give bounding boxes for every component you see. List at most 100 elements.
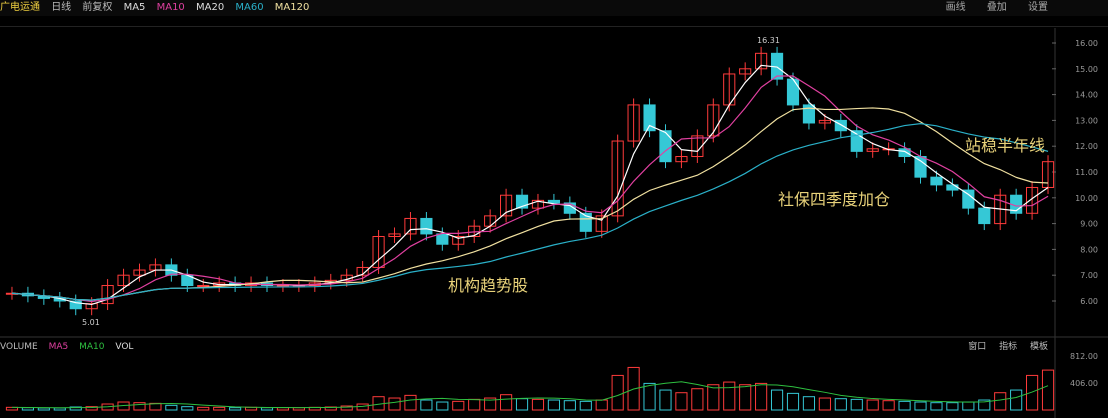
candle-body bbox=[691, 135, 704, 158]
volume-bar bbox=[930, 402, 943, 411]
volume-bar bbox=[627, 366, 640, 411]
candle-body bbox=[850, 130, 863, 152]
y-tick-label: 10.00 bbox=[1075, 194, 1098, 203]
volume-bar bbox=[213, 406, 226, 411]
volume-bar bbox=[260, 407, 274, 411]
volume-bar bbox=[707, 384, 720, 411]
volume-bar bbox=[882, 400, 895, 411]
info-bar bbox=[0, 16, 1108, 27]
volume-bar bbox=[37, 407, 50, 411]
volume-bar bbox=[978, 399, 991, 411]
candle-body bbox=[452, 236, 465, 245]
candle-body bbox=[595, 215, 608, 232]
candle-body bbox=[866, 148, 879, 152]
candle-body bbox=[834, 119, 847, 132]
candle-body bbox=[372, 236, 385, 268]
candle-body bbox=[436, 233, 449, 245]
volume-ma-line bbox=[11, 381, 1049, 409]
ma5-label: MA5 bbox=[123, 2, 146, 13]
candle-body bbox=[611, 140, 624, 217]
volume-bar bbox=[340, 405, 353, 411]
volume-bar bbox=[563, 400, 576, 411]
volume-bar bbox=[723, 381, 736, 411]
title-bar: 广电运通 日线 前复权 MA5 MA10 MA20 MA60 MA120 bbox=[0, 0, 1108, 16]
volume-bar bbox=[531, 398, 545, 411]
volume-bar bbox=[802, 396, 816, 411]
volume-bar bbox=[229, 407, 242, 411]
volume-bar bbox=[436, 401, 449, 411]
candle-body bbox=[962, 189, 975, 209]
volume-bar bbox=[515, 398, 529, 411]
volume-bar bbox=[595, 399, 608, 411]
y-tick-label: 12.00 bbox=[1075, 142, 1098, 151]
candle-body bbox=[659, 130, 672, 163]
volume-bar bbox=[133, 402, 146, 411]
volume-bar bbox=[181, 406, 194, 411]
candle-body bbox=[739, 68, 752, 75]
volume-tools: 窗口 指标 模板 bbox=[958, 340, 1048, 354]
candle-body bbox=[818, 119, 831, 124]
candle-body bbox=[500, 194, 513, 217]
candle-body bbox=[531, 199, 545, 209]
volume-bar bbox=[69, 406, 82, 411]
indicator-button[interactable]: 指标 bbox=[999, 342, 1018, 352]
candle-body bbox=[707, 104, 720, 137]
ma-halfyear-line bbox=[11, 123, 1049, 301]
y-tick-label: 8.00 bbox=[1080, 245, 1098, 254]
candle-body bbox=[1026, 186, 1039, 214]
annotation-institution-trend: 机构趋势股 bbox=[448, 276, 529, 295]
candle-body bbox=[755, 52, 768, 70]
volume-bar bbox=[818, 397, 831, 411]
settings-button[interactable]: 设置 bbox=[1028, 2, 1048, 13]
ma10-label: MA10 bbox=[156, 2, 185, 13]
ma60-label: MA60 bbox=[235, 2, 264, 13]
ma20-label: MA20 bbox=[195, 2, 225, 13]
vol-ma10-label: MA10 bbox=[79, 342, 105, 352]
vol-ma5-label: MA5 bbox=[48, 342, 69, 352]
adjust-selector[interactable]: 前复权 bbox=[82, 2, 113, 13]
volume-bar bbox=[404, 394, 417, 411]
candle-body bbox=[914, 156, 927, 178]
candle-body bbox=[69, 300, 82, 310]
y-tick-label: 7.00 bbox=[1080, 271, 1098, 280]
volume-bar bbox=[739, 384, 752, 411]
volume-bar bbox=[770, 389, 784, 411]
volume-bar bbox=[962, 401, 975, 411]
y-tick-label: 6.00 bbox=[1080, 297, 1098, 306]
overlay-button[interactable]: 叠加 bbox=[986, 2, 1007, 13]
y-tick-label: 9.00 bbox=[1080, 220, 1098, 229]
volume-bar bbox=[484, 397, 497, 411]
volume-bar bbox=[165, 404, 178, 411]
price-chart: 16.00 15.00 14.00 13.00 12.00 11.00 10.00 9.00 8… bbox=[0, 28, 1108, 418]
volume-bar bbox=[675, 392, 688, 411]
volume-bar bbox=[994, 392, 1007, 411]
candle-body bbox=[356, 266, 369, 276]
volume-bar bbox=[834, 398, 847, 411]
period-selector[interactable]: 日线 bbox=[51, 2, 72, 13]
volume-bar bbox=[1041, 369, 1055, 411]
volume-label: VOLUME bbox=[0, 342, 38, 352]
window-button[interactable]: 窗口 bbox=[968, 342, 987, 352]
candle-body bbox=[388, 233, 401, 237]
volume-bar bbox=[388, 397, 401, 411]
y-tick-label: 14.00 bbox=[1075, 91, 1098, 100]
y-tick-label: 11.00 bbox=[1075, 168, 1098, 177]
candle-body bbox=[420, 217, 433, 235]
volume-bar bbox=[53, 407, 66, 411]
volume-header: VOLUME MA5 MA10 VOL bbox=[0, 340, 1055, 354]
candle-body bbox=[404, 217, 417, 235]
volume-tick-label: 812.00 bbox=[1070, 352, 1098, 361]
candle-body bbox=[643, 104, 656, 132]
candle-body bbox=[675, 156, 688, 163]
volume-bar bbox=[500, 394, 513, 411]
draw-button[interactable]: 画线 bbox=[945, 2, 966, 13]
template-button[interactable]: 模板 bbox=[1029, 342, 1048, 352]
volume-bar bbox=[755, 382, 768, 411]
volume-bar bbox=[579, 400, 592, 411]
volume-bar bbox=[85, 406, 98, 411]
candle-body bbox=[898, 148, 911, 158]
volume-bar bbox=[786, 392, 800, 411]
annotation-social-security: 社保四季度加仓 bbox=[778, 190, 891, 209]
stock-name: 广电运通 bbox=[0, 2, 40, 13]
candle-body bbox=[802, 104, 816, 124]
